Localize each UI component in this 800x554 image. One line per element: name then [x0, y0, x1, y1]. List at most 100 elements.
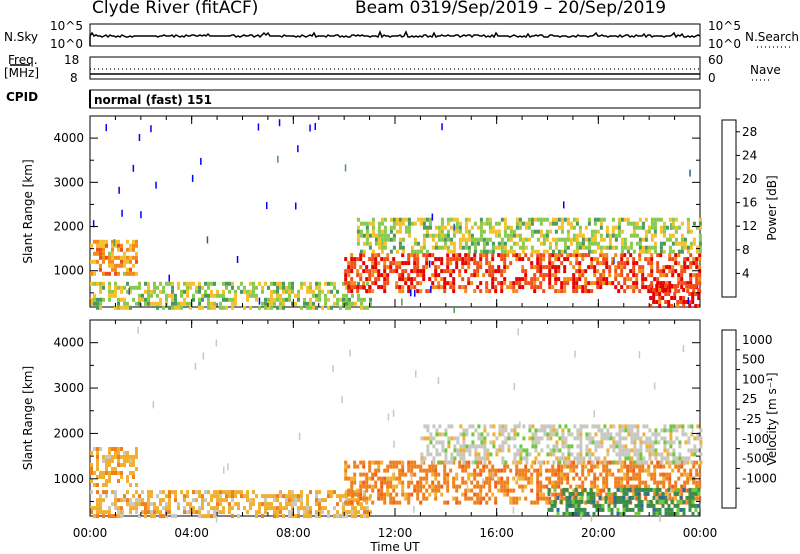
echo-cell: [228, 506, 231, 511]
echo-cell: [644, 249, 648, 254]
echo-cell: [330, 289, 333, 294]
echo-cell: [598, 507, 602, 512]
echo-cell: [554, 241, 558, 246]
echo-cell: [120, 463, 123, 467]
echo-cell: [516, 424, 520, 429]
echo-cell: [611, 496, 615, 501]
echo-cell: [626, 468, 630, 473]
echo-cell: [677, 225, 681, 230]
echo-cell: [264, 494, 267, 499]
echo-cell: [252, 490, 255, 495]
echo-cell: [207, 281, 210, 286]
echo-cell: [279, 301, 282, 306]
echo-cell: [198, 281, 201, 286]
echo-cell: [602, 464, 606, 469]
echo-cell: [363, 494, 366, 499]
echo-cell: [506, 249, 510, 254]
echo-cell: [207, 490, 210, 495]
sparse-echo: [428, 260, 431, 268]
echo-cell: [428, 464, 432, 469]
echo-cell: [330, 305, 333, 310]
echo-cell: [498, 432, 502, 437]
echo-cell: [633, 432, 637, 437]
echo-cell: [135, 510, 138, 515]
echo-cell: [491, 253, 495, 258]
echo-cell: [620, 229, 624, 234]
echo-cell: [126, 247, 129, 252]
echo-cell: [662, 265, 666, 270]
echo-cell: [192, 293, 195, 298]
echo-cell: [174, 494, 177, 499]
echo-cell: [658, 292, 662, 296]
echo-cell: [344, 269, 348, 274]
echo-cell: [518, 277, 522, 282]
echo-cell: [552, 432, 556, 437]
echo-cell: [641, 265, 645, 270]
echo-cell: [342, 297, 345, 302]
echo-cell: [309, 514, 312, 519]
echo-cell: [344, 464, 348, 469]
echo-cell: [455, 217, 459, 222]
sparse-echo: [341, 396, 343, 404]
echo-cell: [174, 498, 177, 503]
echo-cell: [593, 476, 597, 481]
echo-cell: [620, 269, 624, 274]
echo-cell: [153, 301, 156, 306]
echo-cell: [581, 488, 585, 493]
echo-cell: [699, 460, 703, 465]
echo-cell: [356, 225, 360, 230]
echo-cell: [563, 245, 567, 250]
echo-cell: [168, 506, 171, 511]
echo-cell: [566, 229, 570, 234]
echo-cell: [93, 251, 96, 256]
echo-cell: [613, 499, 617, 504]
echo-cell: [389, 261, 393, 266]
echo-cell: [575, 241, 579, 246]
echo-cell: [207, 297, 210, 302]
date-range-title: 19/Sep/2019 – 20/Sep/2019: [430, 0, 667, 18]
echo-cell: [482, 464, 486, 469]
echo-cell: [689, 241, 693, 246]
echo-cell: [575, 233, 579, 238]
echo-cell: [434, 269, 438, 274]
echo-cell: [660, 452, 664, 457]
echo-cell: [500, 253, 504, 258]
echo-cell: [609, 436, 613, 441]
echo-cell: [473, 273, 477, 278]
echo-cell: [423, 424, 427, 429]
echo-cell: [584, 476, 588, 481]
echo-cell: [500, 269, 504, 274]
echo-cell: [258, 305, 261, 310]
echo-cell: [641, 464, 645, 469]
echo-cell: [171, 281, 174, 286]
echo-cell: [419, 281, 423, 286]
echo-cell: [666, 452, 670, 457]
colorbar-tick-label: -500: [742, 452, 769, 466]
echo-cell: [689, 261, 693, 266]
echo-cell: [348, 510, 351, 515]
echo-cell: [658, 296, 662, 300]
echo-cell: [572, 217, 576, 222]
echo-cell: [503, 488, 507, 493]
echo-cell: [96, 490, 99, 495]
echo-cell: [476, 480, 480, 485]
echo-cell: [276, 297, 279, 302]
echo-cell: [407, 496, 411, 501]
echo-cell: [695, 277, 699, 282]
echo-cell: [410, 492, 414, 497]
echo-cell: [102, 247, 105, 252]
echo-cell: [690, 460, 694, 465]
echo-cell: [550, 499, 554, 504]
colorbar-tick-label: 25: [742, 392, 757, 406]
echo-cell: [479, 460, 483, 465]
echo-cell: [536, 492, 540, 497]
echo-cell: [567, 460, 571, 465]
echo-cell: [362, 281, 366, 286]
echo-cell: [96, 463, 99, 467]
echo-cell: [674, 464, 678, 469]
echo-cell: [558, 436, 562, 441]
echo-cell: [156, 510, 159, 515]
echo-cell: [425, 257, 429, 262]
echo-cell: [578, 265, 582, 270]
sparse-echo: [223, 466, 225, 474]
